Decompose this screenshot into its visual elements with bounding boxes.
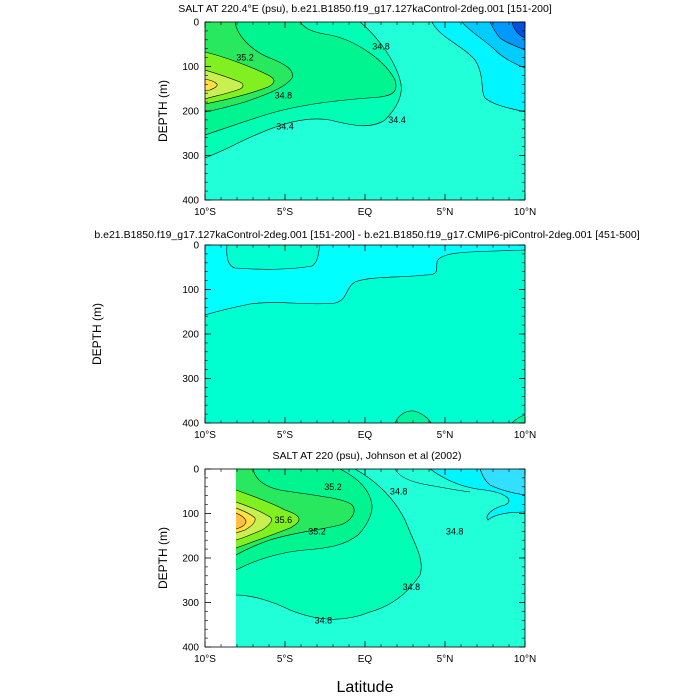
y-tick-label: 400 xyxy=(182,196,199,207)
x-tick-label: 10°N xyxy=(514,430,536,441)
contour-label: 35.2 xyxy=(324,482,342,492)
y-tick-label: 400 xyxy=(182,643,199,654)
x-tick-label: 5°N xyxy=(437,207,454,218)
contour-label: 34.8 xyxy=(315,615,333,625)
x-axis-label: Latitude xyxy=(337,679,394,696)
panel2-title: b.e21.B1850.f19_g17.127kaControl-2deg.00… xyxy=(94,229,639,241)
panel2-fill xyxy=(205,245,525,423)
panel2-plot xyxy=(204,244,526,424)
panel3-ticks: 10°S 5°S EQ 5°N 10°N 0 100 200 300 400 xyxy=(182,465,536,666)
x-tick-label: 10°S xyxy=(194,430,216,441)
y-tick-label: 100 xyxy=(182,509,199,520)
contour-label: 35.6 xyxy=(275,515,293,525)
y-tick-label: 0 xyxy=(193,241,199,252)
panel3-fill xyxy=(236,469,525,647)
x-tick-label: 5°S xyxy=(277,654,294,665)
x-tick-label: 5°S xyxy=(277,207,294,218)
panel2-region-positive-small xyxy=(226,245,320,270)
panel3-title: SALT AT 220 (psu), Johnson et al (2002) xyxy=(273,450,462,462)
x-tick-label: 10°S xyxy=(194,654,216,665)
panel1-region-35.4 xyxy=(205,70,243,99)
x-tick-label: 10°N xyxy=(514,654,536,665)
panel2-ylabel: DEPTH (m) xyxy=(90,303,104,365)
y-tick-label: 200 xyxy=(182,554,199,565)
x-tick-label: 5°N xyxy=(437,430,454,441)
panel3-plot: 35.2 35.6 35.2 34.8 34.8 34.8 34.8 xyxy=(204,468,526,648)
panel1-region-fresh-4 xyxy=(512,22,525,38)
x-tick-label: EQ xyxy=(358,430,373,441)
x-tick-label: 10°N xyxy=(514,207,536,218)
contour-label: 34.8 xyxy=(403,582,421,592)
x-tick-label: 5°N xyxy=(437,654,454,665)
panel1-fill xyxy=(205,22,525,200)
panel2-ticks: 10°S 5°S EQ 5°N 10°N 0 100 200 300 400 xyxy=(182,241,536,442)
y-tick-label: 300 xyxy=(182,151,199,162)
panel1-title: SALT AT 220.4°E (psu), b.e21.B1850.f19_g… xyxy=(178,3,552,15)
panel3-region-35.8 xyxy=(236,513,246,529)
panel1-plot: 35.2 34.8 34.4 34.8 34.4 xyxy=(204,21,526,201)
x-tick-label: EQ xyxy=(358,207,373,218)
y-tick-label: 300 xyxy=(182,598,199,609)
y-tick-label: 100 xyxy=(182,285,199,296)
contour-label: 35.2 xyxy=(308,526,326,536)
panel2-region-bottom-2 xyxy=(512,415,525,423)
contour-label: 34.4 xyxy=(276,122,294,132)
y-tick-label: 100 xyxy=(182,62,199,73)
x-tick-label: 10°S xyxy=(194,207,216,218)
contour-label: 34.8 xyxy=(446,526,464,536)
contour-label: 34.4 xyxy=(388,115,406,125)
y-tick-label: 300 xyxy=(182,374,199,385)
panel2-region-bottom-1 xyxy=(395,410,431,423)
panel3-ylabel: DEPTH (m) xyxy=(156,527,170,589)
contour-label: 34.8 xyxy=(275,90,293,100)
y-tick-label: 0 xyxy=(193,18,199,29)
panel3-contour-labels: 35.2 35.6 35.2 34.8 34.8 34.8 34.8 xyxy=(275,482,464,626)
contour-label: 34.8 xyxy=(372,41,390,51)
contour-label: 34.8 xyxy=(390,486,408,496)
y-tick-label: 400 xyxy=(182,419,199,430)
y-tick-label: 200 xyxy=(182,107,199,118)
x-tick-label: EQ xyxy=(358,654,373,665)
panel1-contour-labels: 35.2 34.8 34.4 34.8 34.4 xyxy=(236,41,406,131)
panel3-region-fresh-2 xyxy=(480,469,525,495)
panel1-ticks: 10°S 5°S EQ 5°N 10°N 0 100 200 300 400 xyxy=(182,18,536,219)
x-tick-label: 5°S xyxy=(277,430,294,441)
y-tick-label: 200 xyxy=(182,330,199,341)
y-tick-label: 0 xyxy=(193,465,199,476)
contour-label: 35.2 xyxy=(236,53,254,63)
panel1-ylabel: DEPTH (m) xyxy=(156,80,170,142)
